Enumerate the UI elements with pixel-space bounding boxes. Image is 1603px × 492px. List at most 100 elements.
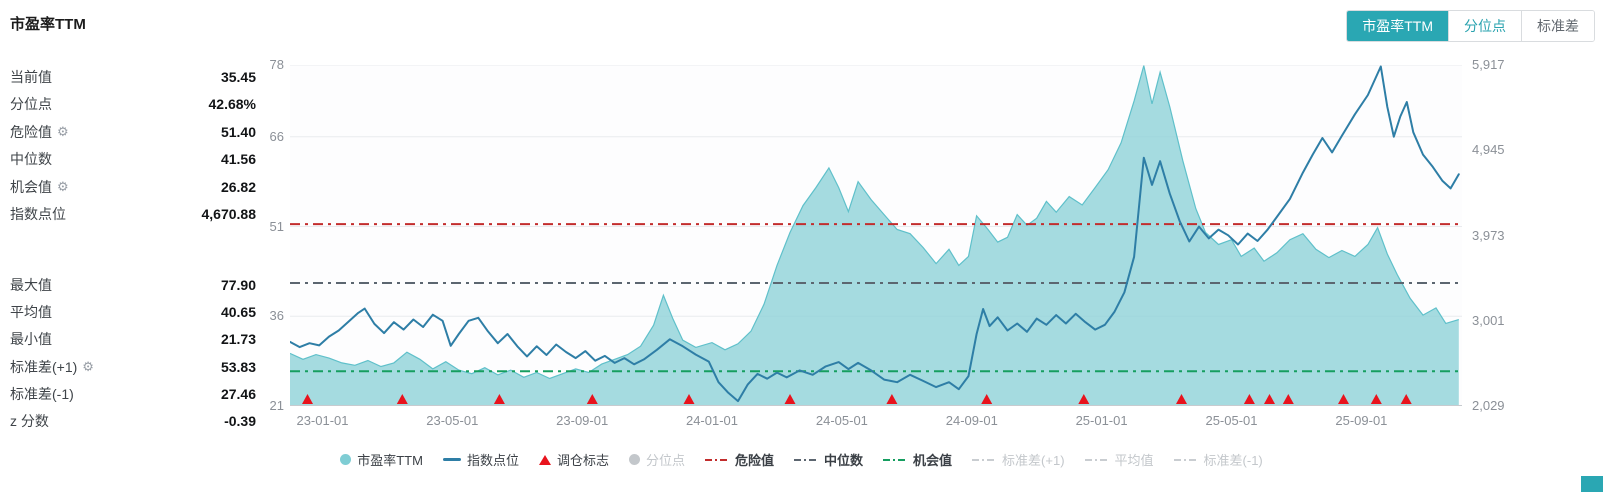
stat-value: 40.65 [220,303,256,320]
rebalance-marker-icon [1282,394,1294,404]
circle-swatch-icon [628,454,640,465]
stat-value: 41.56 [220,151,256,168]
legend-item-0[interactable]: 市盈率TTM [340,450,423,469]
chart-canvas[interactable] [290,65,1462,406]
dashline-swatch-icon [1084,458,1109,461]
stat-value: 35.45 [220,68,256,85]
stat-value: 21.73 [220,331,256,348]
x-axis-tick: 24-05-01 [815,413,868,428]
left-axis-tick: 51 [269,218,284,234]
metric-tab-group: 市盈率TTM 分位点 标准差 [1346,10,1595,42]
legend-label: 分位点 [645,453,685,468]
left-axis-tick: 36 [269,308,284,324]
x-axis-tick: 23-09-01 [556,413,609,428]
legend-label: 机会值 [913,453,953,468]
stat-label: 最小值 [10,331,52,348]
stat-label: 当前值 [10,68,52,85]
triangle-swatch-icon [538,454,551,465]
settings-gear-icon[interactable]: ⚙ [57,178,69,194]
dashline-swatch-icon [972,458,997,461]
stat-row: 分位点 42.68% [10,91,256,119]
right-axis-tick: 3,973 [1472,227,1505,243]
tab-stddev[interactable]: 标准差 [1521,11,1594,41]
settings-gear-icon[interactable]: ⚙ [82,358,94,374]
right-axis-tick: 5,917 [1472,57,1505,72]
left-axis-tick: 78 [269,57,284,72]
stat-row: 机会值 ⚙ 26.82 [10,173,256,201]
legend-item-5[interactable]: 中位数 [794,450,863,469]
stat-label: 机会值 ⚙ [10,178,69,195]
legend-label: 调仓标志 [556,453,609,468]
stat-label: 平均值 [10,303,52,320]
rebalance-marker-icon [886,394,898,404]
stat-value: -0.39 [224,413,256,430]
rebalance-marker-icon [1400,394,1412,404]
stat-row: 标准差(+1) ⚙ 53.83 [10,353,256,380]
x-axis-tick: 25-09-01 [1335,413,1388,428]
stat-row: 平均值 40.65 [10,298,256,325]
stat-value: 51.40 [220,123,256,140]
stat-label: 最大值 [10,276,52,293]
stat-value: 42.68% [208,96,256,113]
legend-item-6[interactable]: 机会值 [883,450,952,469]
scrollbar-corner [1581,476,1603,492]
rebalance-marker-icon [1176,394,1187,404]
rebalance-marker-icon [396,394,408,404]
settings-gear-icon[interactable]: ⚙ [57,123,69,139]
right-axis-tick: 2,029 [1472,398,1505,413]
stat-value: 53.83 [220,358,256,375]
legend-label: 指数点位 [466,453,519,468]
rebalance-marker-icon [1243,394,1255,404]
dashline-swatch-icon [794,458,819,461]
rebalance-marker-icon [302,394,313,404]
stat-label: z 分数 [10,413,49,430]
x-axis-tick: 23-01-01 [296,413,349,428]
legend-item-3[interactable]: 分位点 [628,450,685,469]
legend-item-8[interactable]: 平均值 [1084,450,1154,469]
rebalance-marker-icon [586,394,598,404]
tab-pe-ttm[interactable]: 市盈率TTM [1347,11,1448,41]
tab-percentile[interactable]: 分位点 [1448,11,1521,41]
dashline-swatch-icon [705,458,729,461]
rebalance-marker-icon [1078,394,1090,404]
legend-item-1[interactable]: 指数点位 [442,450,519,469]
rebalance-marker-icon [493,394,505,404]
stat-row: 指数点位 4,670.88 [10,201,256,229]
stat-value: 27.46 [220,385,256,402]
pe-area-edge [290,65,1459,380]
stat-row: z 分数 -0.39 [10,407,256,434]
line-swatch-icon [442,458,461,461]
stat-row: 最小值 21.73 [10,326,256,353]
chart-legend: 市盈率TTM 指数点位 调仓标志 分位点 危险值 中位数 机会值 标准差(+1) 平均值 标准差(… [0,450,1603,469]
stat-row: 危险值 ⚙ 51.40 [10,118,256,146]
rebalance-marker-icon [981,394,993,404]
legend-item-4[interactable]: 危险值 [705,450,774,469]
stats-group-primary: 当前值 35.45 分位点 42.68% 危险值 ⚙ 51.40 中位数 41.56 机会值 ⚙ 26… [10,63,256,228]
rebalance-marker-icon [784,394,796,404]
rebalance-marker-icon [1370,394,1382,404]
dashline-swatch-icon [883,458,908,461]
circle-swatch-icon [340,454,352,465]
pe-area-series [290,65,1459,406]
stat-label: 危险值 ⚙ [10,123,69,140]
right-axis-tick: 4,945 [1472,142,1505,158]
left-axis: 21 36 51 66 78 [248,58,284,413]
stat-row: 最大值 77.90 [10,271,256,298]
legend-item-7[interactable]: 标准差(+1) [972,450,1065,469]
stat-value: 4,670.88 [201,206,257,223]
legend-item-2[interactable]: 调仓标志 [538,450,609,469]
legend-label: 平均值 [1114,453,1154,468]
x-axis-tick: 23-05-01 [426,413,479,428]
rebalance-marker-icon [1338,394,1349,404]
stat-row: 中位数 41.56 [10,146,256,174]
stat-label: 分位点 [10,96,52,113]
legend-item-9[interactable]: 标准差(-1) [1173,450,1263,469]
rebalance-marker-icon [683,394,695,404]
x-axis-tick: 25-05-01 [1205,413,1258,428]
legend-label: 危险值 [735,453,775,468]
stat-value: 77.90 [220,276,256,293]
stat-label: 指数点位 [10,206,66,223]
rebalance-marker-icon [1264,394,1275,404]
page-title: 市盈率TTM [10,16,86,33]
